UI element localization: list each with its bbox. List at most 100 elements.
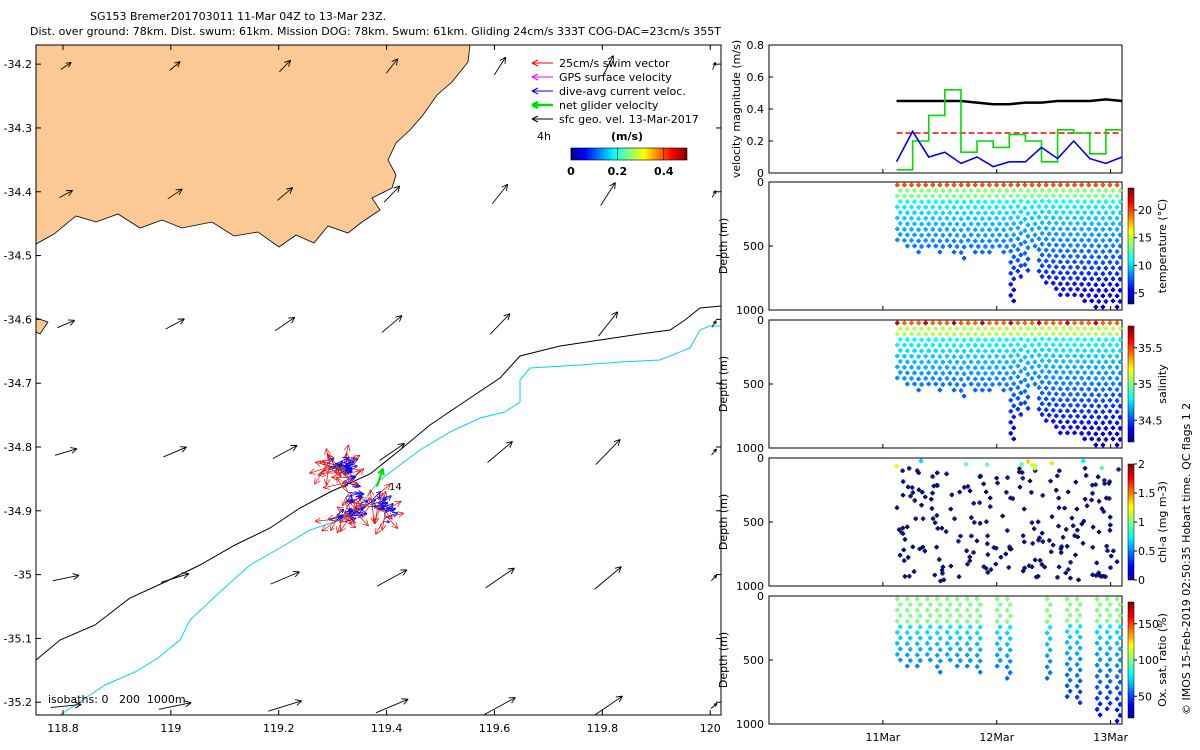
temperature-point xyxy=(1025,256,1031,262)
temperature-point xyxy=(1072,193,1077,199)
arrow-head xyxy=(531,73,539,78)
surface-velocity-arrow xyxy=(711,448,717,456)
legend-arrow xyxy=(531,73,553,81)
chla-point xyxy=(905,484,911,490)
temperature-point xyxy=(916,227,921,232)
salinity-point xyxy=(1004,326,1009,331)
salinity-point xyxy=(1018,412,1024,417)
chla-point xyxy=(896,527,902,532)
oxygen-point xyxy=(1107,668,1113,673)
arrow-head xyxy=(510,567,515,575)
salinity-point xyxy=(1011,403,1016,408)
salinity-point xyxy=(994,342,999,348)
salinity-point xyxy=(1065,419,1070,425)
oxygen-point xyxy=(948,635,953,641)
salinity-point xyxy=(954,326,960,331)
arrow-shaft xyxy=(342,481,349,493)
salinity-point xyxy=(937,365,943,370)
chla-point xyxy=(922,548,928,554)
temperature-point xyxy=(1079,204,1084,210)
surface-velocity-arrow xyxy=(711,320,717,328)
temperature-point xyxy=(1068,287,1073,292)
arrow-head xyxy=(615,695,623,698)
temperature-point xyxy=(923,238,928,243)
temperature-point xyxy=(1022,205,1028,210)
salinity-point xyxy=(1058,430,1063,435)
salinity-point xyxy=(1086,375,1091,381)
chla-point xyxy=(985,533,990,539)
arrow-head xyxy=(614,182,616,190)
velocity-series-line xyxy=(895,129,1123,168)
temperature-point xyxy=(1036,247,1042,252)
salinity-point xyxy=(1114,376,1120,381)
arrow-head xyxy=(400,443,405,450)
arrow-head xyxy=(183,573,190,579)
salinity-point xyxy=(1008,364,1013,370)
salinity-point xyxy=(990,359,995,365)
chla-point xyxy=(984,519,989,524)
temperature-point xyxy=(1039,274,1045,279)
chla-point xyxy=(1006,565,1011,570)
arrow-head xyxy=(323,478,327,486)
arrow-shaft xyxy=(383,185,401,203)
oxygen-point xyxy=(918,635,923,641)
salinity-point xyxy=(987,354,992,359)
salinity-point xyxy=(1114,342,1120,348)
chla-point xyxy=(952,516,957,521)
velocity-ylabel: velocity magnitude (m/s) xyxy=(730,40,743,178)
oxygen-point xyxy=(1104,629,1110,635)
arrow-head xyxy=(326,453,329,461)
temperature-point xyxy=(1114,238,1120,243)
oxygen-point xyxy=(1104,618,1110,624)
arrow-head xyxy=(607,55,614,60)
legend-label: net glider velocity xyxy=(559,99,659,112)
oxygen-point xyxy=(1104,662,1110,668)
salinity-point xyxy=(1096,337,1102,342)
salinity-point xyxy=(1110,414,1116,420)
arrow-head xyxy=(343,444,349,451)
isobath-200m xyxy=(36,305,721,661)
salinity-point xyxy=(983,337,988,342)
oxygen-point xyxy=(968,635,973,641)
arrow-head xyxy=(383,501,388,505)
arrow-head xyxy=(531,100,539,107)
swim-vector xyxy=(385,511,405,519)
surface-velocity-arrow xyxy=(711,190,717,198)
temperature-point xyxy=(1008,226,1013,232)
temperature-point xyxy=(958,227,964,233)
temperature-point xyxy=(1043,269,1049,274)
temperature-point xyxy=(966,204,971,210)
salinity-point xyxy=(951,387,957,393)
temperature-point xyxy=(1051,281,1056,286)
oxygen-point xyxy=(898,613,903,618)
arrow-head xyxy=(320,469,327,474)
arrow-head xyxy=(358,493,365,497)
arrow-head xyxy=(712,62,716,66)
arrow-shaft xyxy=(385,512,404,519)
oxygen-point xyxy=(1077,667,1083,673)
arrow-shaft xyxy=(60,62,72,70)
salinity-point xyxy=(1117,348,1123,353)
temperature-point xyxy=(1072,237,1077,243)
salinity-point xyxy=(1039,347,1045,353)
temperature-point xyxy=(1082,276,1087,282)
temperature-point xyxy=(976,233,981,238)
salinity-point xyxy=(1046,412,1052,418)
temperature-point xyxy=(1025,245,1031,250)
temperature-point xyxy=(1089,199,1094,204)
salinity-point xyxy=(895,342,900,348)
surface-velocity-arrow xyxy=(491,183,509,205)
arrow-head xyxy=(618,695,623,703)
velocity-y-tick-label: 0.2 xyxy=(747,135,765,148)
salinity-point xyxy=(919,348,924,354)
temperature-point xyxy=(1043,193,1049,199)
chla-point xyxy=(938,578,943,584)
chla-colorbar-label: chl-a (mg m-3) xyxy=(1156,481,1169,563)
salinity-point xyxy=(951,354,957,359)
temperature-point xyxy=(898,210,903,215)
salinity-point xyxy=(1061,370,1066,375)
temperature-point xyxy=(1051,226,1056,231)
oxygen-point xyxy=(915,607,920,613)
salinity-point xyxy=(1079,420,1084,425)
chla-point xyxy=(1093,573,1099,578)
